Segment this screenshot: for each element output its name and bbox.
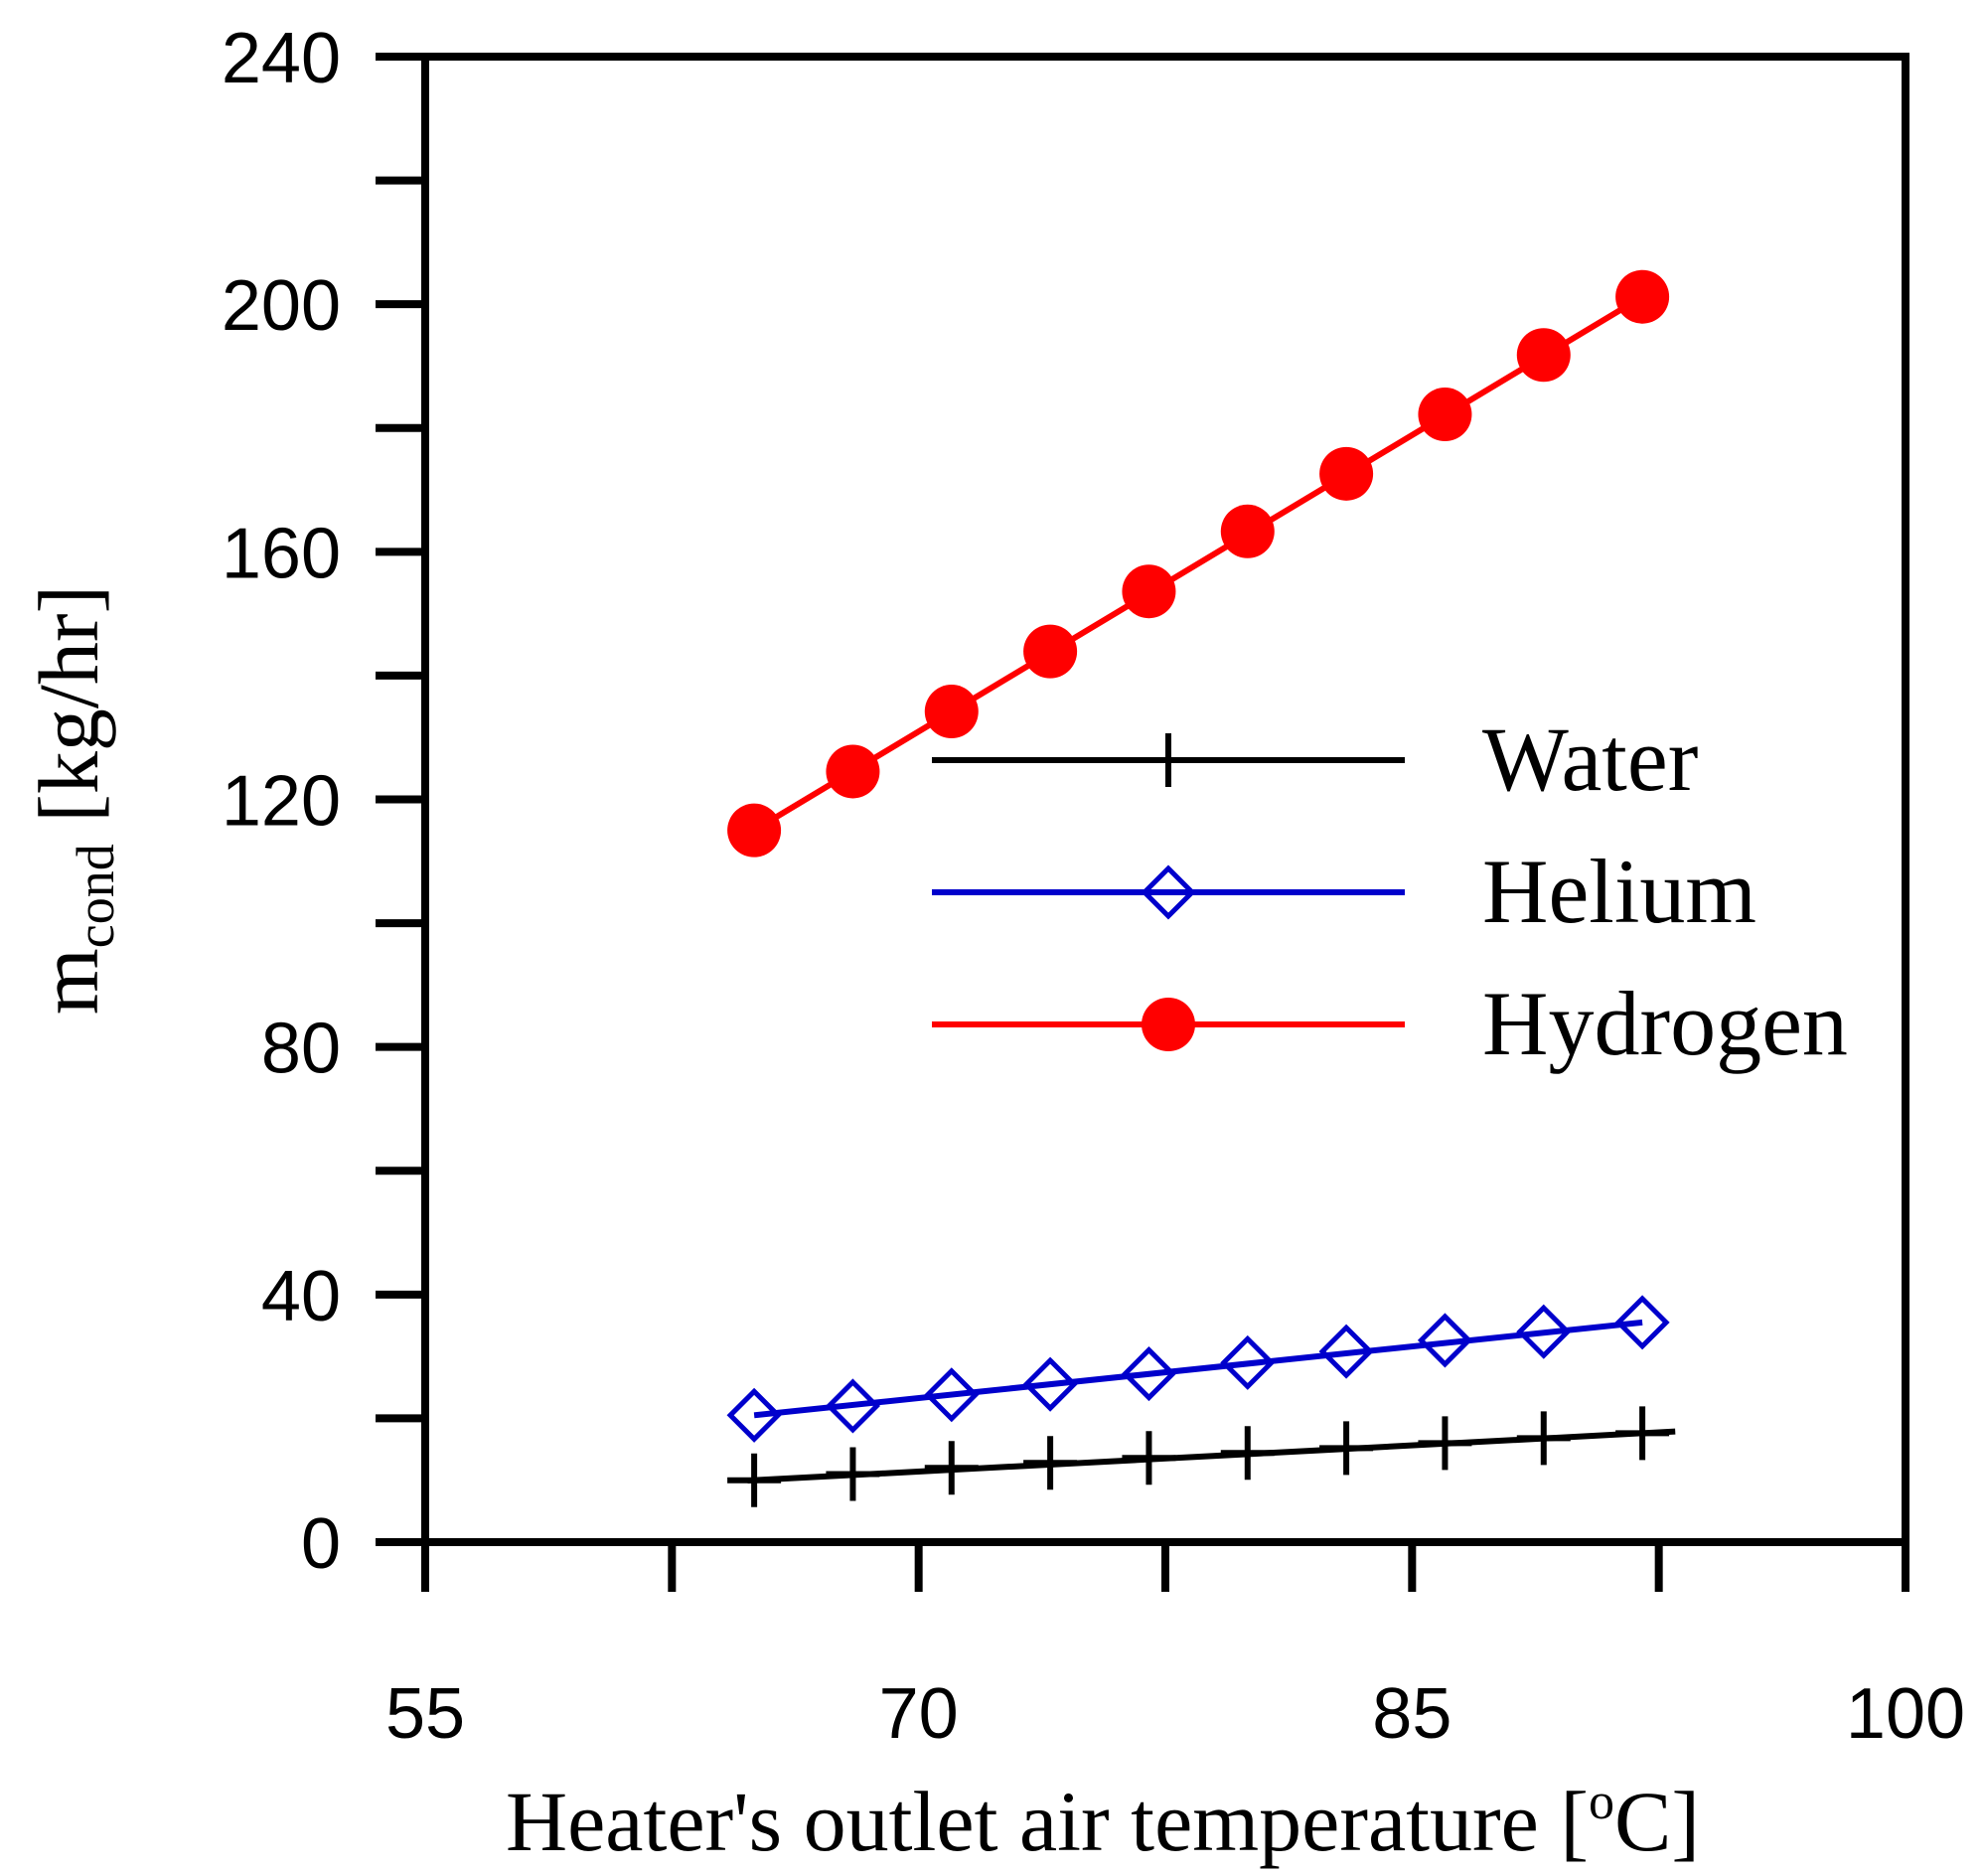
y-tick-label-120: 120 xyxy=(222,762,341,842)
y-ticks: 0 40 80 120 160 200 240 xyxy=(222,19,425,1584)
point-hydrogen-4 xyxy=(1122,564,1176,619)
point-helium-3 xyxy=(1022,1356,1078,1412)
point-water-6 xyxy=(1319,1421,1374,1476)
point-helium-5 xyxy=(1220,1334,1276,1390)
legend: Water Helium Hydrogen xyxy=(932,708,1848,1074)
legend-label: Hydrogen xyxy=(1482,973,1848,1074)
series-layer xyxy=(726,269,1676,1507)
y-tick-label-200: 200 xyxy=(222,266,341,346)
point-water-2 xyxy=(924,1441,979,1495)
series-helium xyxy=(726,1295,1670,1443)
y-axis-title: mcond [kg/hr] xyxy=(21,585,125,1015)
point-water-3 xyxy=(1023,1436,1078,1490)
point-hydrogen-1 xyxy=(826,744,880,799)
point-water-5 xyxy=(1220,1426,1275,1481)
point-water-9 xyxy=(1615,1406,1670,1461)
x-tick-label-70: 70 xyxy=(879,1674,959,1754)
point-helium-8 xyxy=(1516,1304,1572,1359)
point-helium-2 xyxy=(924,1367,980,1423)
point-hydrogen-9 xyxy=(1615,269,1670,324)
point-water-1 xyxy=(826,1447,880,1501)
point-helium-0 xyxy=(726,1387,782,1443)
series-line-helium xyxy=(753,1319,1643,1419)
point-water-8 xyxy=(1516,1411,1571,1466)
x-axis-title: Heater's outlet air temperature [oC] xyxy=(506,1774,1700,1869)
point-helium-7 xyxy=(1417,1313,1472,1368)
point-helium-4 xyxy=(1121,1346,1176,1402)
point-hydrogen-7 xyxy=(1418,388,1472,442)
legend-label: Water xyxy=(1482,708,1698,810)
point-hydrogen-2 xyxy=(924,685,979,739)
series-water xyxy=(727,1406,1676,1507)
y-tick-label-160: 160 xyxy=(222,514,341,593)
x-tick-label-85: 85 xyxy=(1372,1674,1451,1754)
x-ticks: 55 70 85 100 xyxy=(385,1542,1965,1754)
y-tick-label-0: 0 xyxy=(301,1504,341,1584)
y-tick-label-240: 240 xyxy=(222,19,341,98)
y-tick-label-80: 80 xyxy=(261,1010,341,1089)
legend-marker xyxy=(1142,733,1195,787)
point-water-7 xyxy=(1418,1416,1472,1471)
point-helium-1 xyxy=(825,1378,880,1434)
legend-item-helium: Helium xyxy=(932,841,1756,942)
point-helium-6 xyxy=(1318,1324,1374,1379)
x-tick-label-55: 55 xyxy=(385,1674,465,1754)
point-helium-9 xyxy=(1614,1295,1670,1350)
legend-item-water: Water xyxy=(932,708,1698,810)
series-line-hydrogen xyxy=(752,294,1644,834)
point-hydrogen-5 xyxy=(1220,504,1275,558)
y-tick-label-40: 40 xyxy=(261,1257,341,1336)
point-hydrogen-6 xyxy=(1319,446,1374,501)
legend-marker xyxy=(1142,998,1195,1051)
point-hydrogen-8 xyxy=(1516,328,1571,383)
point-water-0 xyxy=(727,1453,782,1507)
legend-marker xyxy=(1141,864,1196,920)
x-tick-label-100: 100 xyxy=(1846,1674,1965,1754)
series-hydrogen xyxy=(727,269,1670,858)
point-hydrogen-0 xyxy=(727,803,782,858)
legend-item-hydrogen: Hydrogen xyxy=(932,973,1848,1074)
point-hydrogen-3 xyxy=(1023,624,1078,679)
point-water-4 xyxy=(1122,1431,1176,1485)
legend-label: Helium xyxy=(1482,841,1756,942)
